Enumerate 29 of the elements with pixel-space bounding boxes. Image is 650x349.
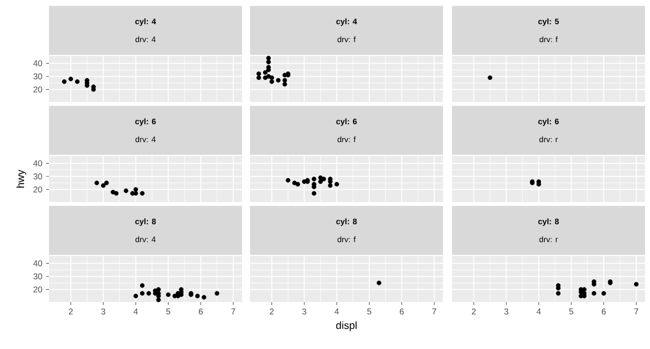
y-tick-label: 30 xyxy=(33,273,42,280)
x-tick-label: 2 xyxy=(472,308,476,314)
x-tick-label: 5 xyxy=(166,308,170,314)
y-tick-label: 40 xyxy=(33,160,42,166)
x-tick-label: 6 xyxy=(198,308,203,315)
y-tick-label: 20 xyxy=(33,186,42,192)
y-tick-label: 30 xyxy=(33,173,42,180)
y-tick-label: 40 xyxy=(33,60,42,66)
x-axis-title: displ xyxy=(336,321,357,332)
y-axis-title: hwy xyxy=(16,170,26,188)
x-tick-label: 3 xyxy=(101,308,106,315)
x-tick-label: 4 xyxy=(334,308,339,314)
x-tick-label: 2 xyxy=(68,308,73,314)
x-tick-label: 5 xyxy=(367,308,372,314)
y-tick-label: 20 xyxy=(33,286,42,292)
x-tick-label: 3 xyxy=(302,308,306,315)
x-tick-label: 2 xyxy=(270,308,274,314)
x-tick-label: 3 xyxy=(504,308,508,315)
x-tick-label: 4 xyxy=(134,308,138,314)
x-tick-label: 7 xyxy=(634,308,638,314)
x-tick-label: 4 xyxy=(536,308,541,314)
x-tick-label: 5 xyxy=(569,308,574,314)
x-tick-label: 7 xyxy=(432,308,436,314)
x-tick-label: 7 xyxy=(231,308,236,314)
y-tick-label: 40 xyxy=(33,260,42,266)
y-tick-label: 20 xyxy=(33,86,42,92)
y-tick-label: 30 xyxy=(33,73,42,80)
x-tick-label: 6 xyxy=(400,308,404,315)
x-tick-label: 6 xyxy=(602,308,606,315)
